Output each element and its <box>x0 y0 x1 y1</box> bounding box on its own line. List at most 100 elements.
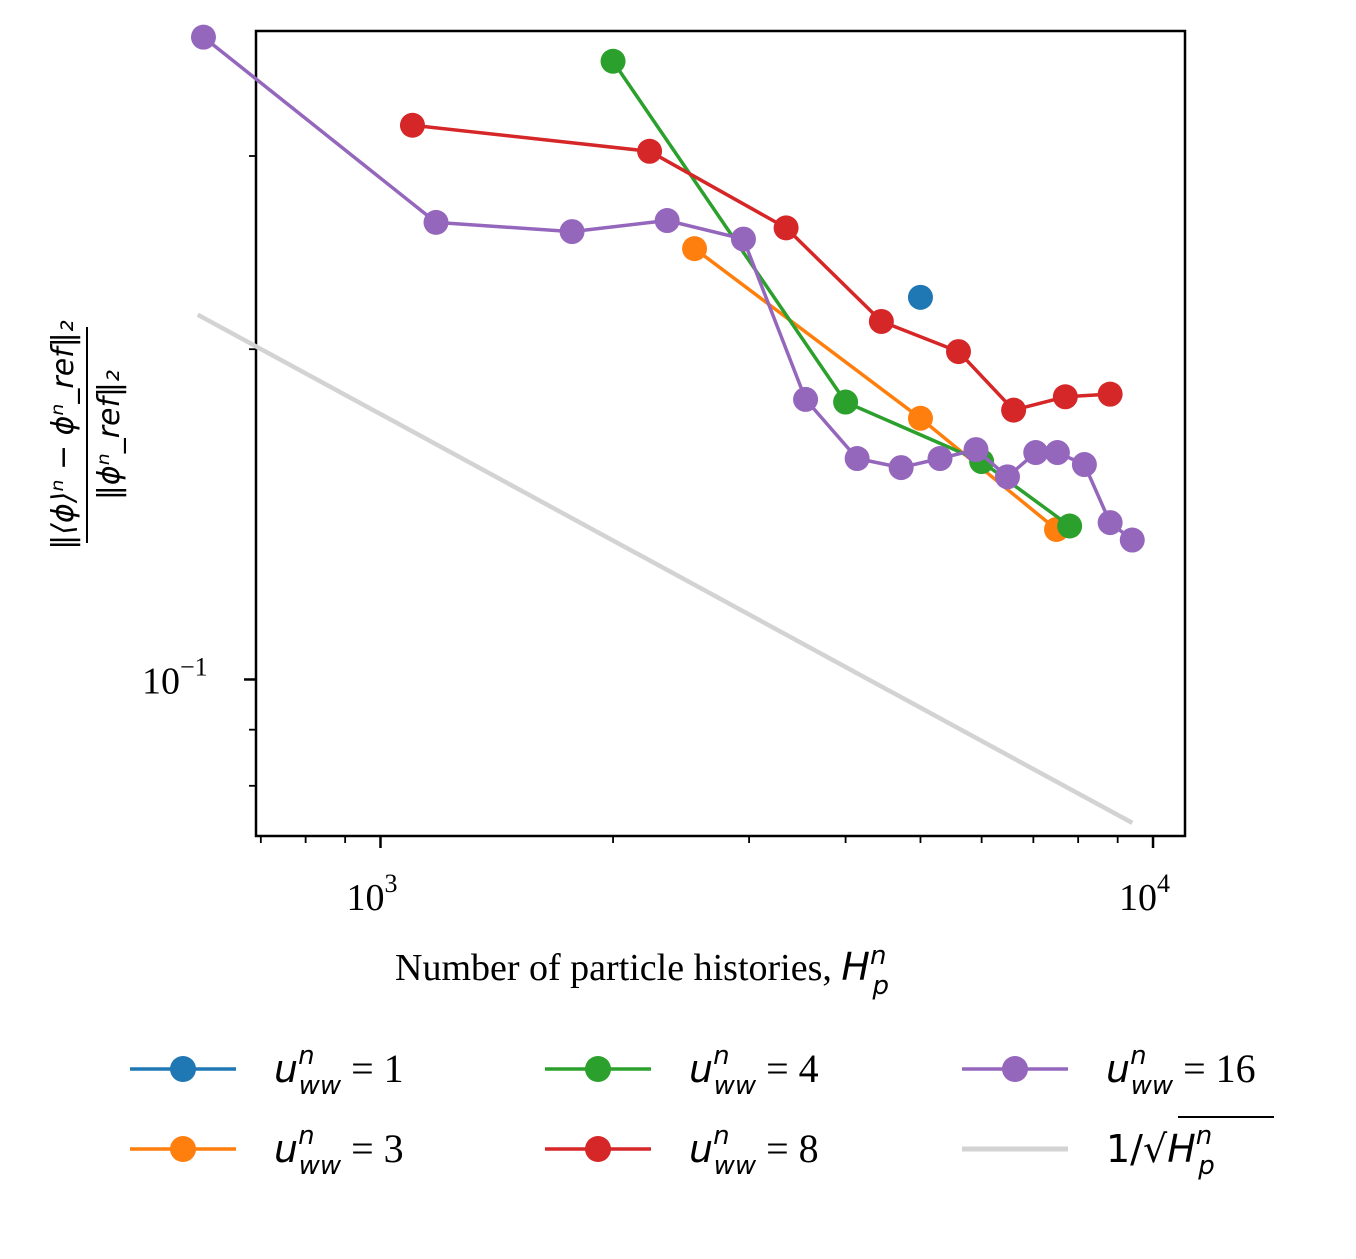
data-series <box>190 24 1145 553</box>
data-point <box>1097 510 1123 536</box>
legend-label: un ww = 16 <box>1106 1041 1256 1101</box>
legend-label-sup: n <box>713 1041 729 1071</box>
legend-label: un ww = 3 <box>274 1121 404 1181</box>
series-0 <box>907 284 933 310</box>
data-point <box>844 446 870 472</box>
series-1 <box>682 236 1070 542</box>
legend-label-var: u <box>689 1127 713 1171</box>
data-point <box>637 138 663 164</box>
series-line <box>611 60 1071 528</box>
x-axis-label-sup: n <box>870 941 886 971</box>
legend-label-value: = 1 <box>341 1046 404 1091</box>
y-axis-label-denominator: ‖ϕⁿ_ref‖₂ <box>92 370 127 500</box>
legend-label-var: u <box>274 1047 298 1091</box>
data-point <box>423 209 449 235</box>
legend-label-value: = 4 <box>756 1046 819 1091</box>
legend-marker <box>1002 1056 1028 1082</box>
legend-item: 1/√Hn p <box>962 1116 1274 1181</box>
plot-area <box>254 29 1187 838</box>
legend: un ww = 1un ww = 3un ww = 4un ww = 8un ww = 1… <box>130 1041 1274 1181</box>
legend-label: un ww = 1 <box>274 1041 404 1101</box>
legend-label: un ww = 4 <box>689 1041 819 1101</box>
series-3 <box>399 112 1123 423</box>
legend-label-var: H <box>1167 1127 1196 1171</box>
data-point <box>793 386 819 412</box>
legend-label-var: u <box>274 1127 298 1171</box>
legend-label-value: = 3 <box>341 1126 404 1171</box>
data-point <box>888 455 914 481</box>
x-axis-label-math: H <box>841 945 870 989</box>
legend-marker <box>585 1136 611 1162</box>
legend-marker <box>585 1056 611 1082</box>
legend-item: un ww = 1 <box>130 1041 404 1101</box>
legend-label-value: = 16 <box>1173 1046 1256 1091</box>
data-point <box>945 339 971 365</box>
data-point <box>773 215 799 241</box>
legend-label: 1/√Hn p <box>1106 1121 1215 1181</box>
data-point <box>559 219 585 245</box>
data-point <box>963 437 989 463</box>
y-tick-base: 10 <box>142 660 180 702</box>
legend-label-var: u <box>1106 1047 1130 1091</box>
legend-item: un ww = 8 <box>545 1121 819 1181</box>
y-axis-label: ‖⟨ϕ⟩ⁿ − ϕⁿ_ref‖₂ ‖ϕⁿ_ref‖₂ <box>46 320 127 550</box>
data-point <box>833 389 859 415</box>
data-point <box>1057 513 1083 539</box>
y-axis-label-numerator: ‖⟨ϕ⟩ⁿ − ϕⁿ_ref‖₂ <box>46 320 81 550</box>
series-2 <box>600 48 1083 539</box>
legend-label-sub: ww <box>299 1151 342 1181</box>
data-point <box>1001 397 1027 423</box>
legend-marker <box>170 1056 196 1082</box>
x-tick-exp: 4 <box>1157 869 1170 898</box>
x-axis-label-text: Number of particle histories, <box>395 947 841 989</box>
series-line <box>202 35 1134 542</box>
data-point <box>730 226 756 252</box>
legend-label-prefix: 1/√ <box>1106 1127 1168 1171</box>
reference-line <box>196 312 1134 825</box>
reference-line-path <box>196 312 1134 825</box>
legend-label-value: = 8 <box>756 1126 819 1171</box>
legend-item: un ww = 16 <box>962 1041 1256 1101</box>
series-line <box>412 123 1111 412</box>
data-point <box>907 284 933 310</box>
data-point <box>1052 384 1078 410</box>
data-point <box>907 405 933 431</box>
legend-label-sub: ww <box>1131 1071 1174 1101</box>
legend-label: un ww = 8 <box>689 1121 819 1181</box>
x-axis-label-sub: p <box>871 971 889 1001</box>
legend-label-sub: ww <box>299 1071 342 1101</box>
x-axis-label: Number of particle histories, Hn p <box>395 941 889 1001</box>
data-point <box>927 446 953 472</box>
data-point <box>682 236 708 262</box>
x-tick-label: 104 <box>1119 869 1170 919</box>
data-point <box>994 464 1020 490</box>
data-point <box>600 48 626 74</box>
legend-label-sub: p <box>1197 1151 1215 1181</box>
x-tick-exp: 3 <box>384 869 397 898</box>
x-tick-base: 10 <box>1119 877 1157 919</box>
data-point <box>868 308 894 334</box>
y-tick-exp: −1 <box>180 652 208 681</box>
data-point <box>399 112 425 138</box>
data-point <box>1071 452 1097 478</box>
legend-label-sup: n <box>298 1041 314 1071</box>
x-tick-base: 10 <box>346 877 384 919</box>
legend-label-sup: n <box>713 1121 729 1151</box>
data-point <box>1044 440 1070 466</box>
legend-label-sub: ww <box>714 1151 757 1181</box>
y-tick-label: 10−1 <box>142 652 208 702</box>
legend-label-sup: n <box>1130 1041 1146 1071</box>
legend-label-sup: n <box>298 1121 314 1151</box>
series-4 <box>190 24 1145 553</box>
legend-item: un ww = 3 <box>130 1121 404 1181</box>
legend-label-var: u <box>689 1047 713 1091</box>
x-tick-label: 103 <box>346 869 397 919</box>
legend-item: un ww = 4 <box>545 1041 819 1101</box>
data-point <box>654 208 680 234</box>
legend-label-sub: ww <box>714 1071 757 1101</box>
legend-label-sup: n <box>1196 1121 1212 1151</box>
legend-marker <box>170 1136 196 1162</box>
data-point <box>190 24 216 50</box>
data-point <box>1097 381 1123 407</box>
